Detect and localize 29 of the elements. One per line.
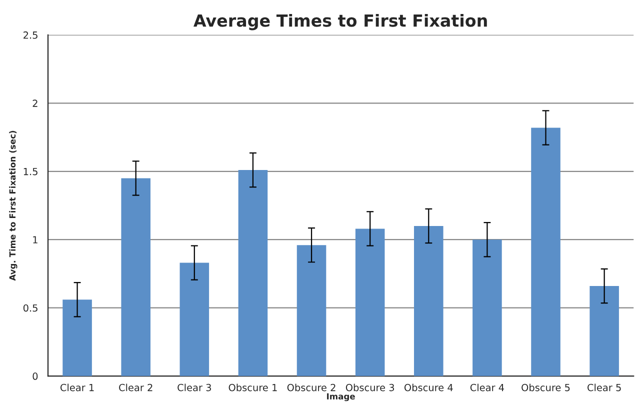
y-axis-title: Avg. Time to First Fixation (sec) <box>9 130 18 281</box>
x-tick-label: Clear 4 <box>470 384 504 392</box>
x-tick-label: Clear 2 <box>119 384 152 392</box>
bar <box>62 300 92 376</box>
x-tick-label: Clear 5 <box>588 384 621 392</box>
bar <box>472 240 502 376</box>
bar <box>531 128 560 376</box>
bar <box>414 226 444 376</box>
y-tick-label: 1 <box>33 236 38 244</box>
y-tick-label: 2.5 <box>24 31 38 39</box>
y-tick-label: 0.5 <box>23 304 38 312</box>
x-tick-label: Obscure 5 <box>522 384 570 392</box>
y-tick-label: 1.5 <box>24 168 38 176</box>
bar <box>238 170 268 376</box>
x-tick-label: Obscure 2 <box>287 384 336 392</box>
bar <box>355 228 385 376</box>
x-tick-label: Obscure 3 <box>346 384 394 392</box>
x-tick-label: Obscure 1 <box>228 384 277 392</box>
chart-title: Average Times to First Fixation <box>194 14 487 30</box>
bar <box>180 262 210 376</box>
x-axis-title: Image <box>327 393 355 402</box>
x-tick-label: Obscure 4 <box>404 384 453 392</box>
y-tick-label: 0 <box>32 372 38 380</box>
y-tick-label: 2 <box>32 100 38 107</box>
bar <box>590 286 619 376</box>
bar <box>121 178 150 376</box>
x-tick-label: Clear 1 <box>60 384 94 392</box>
bar <box>296 245 326 376</box>
x-tick-label: Clear 3 <box>178 384 211 392</box>
